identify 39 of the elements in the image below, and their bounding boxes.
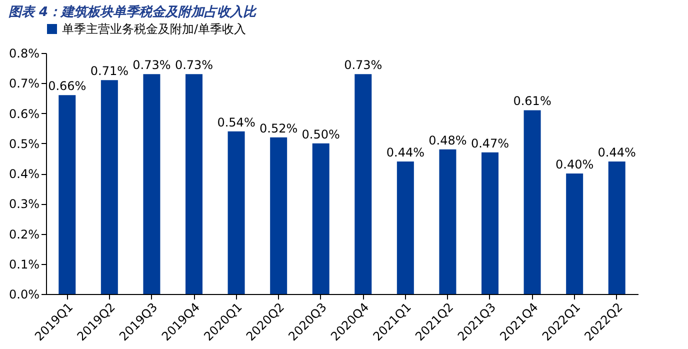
data-label: 0.66% bbox=[48, 79, 86, 94]
y-tick-label: 0.0% bbox=[9, 288, 40, 302]
bar bbox=[228, 131, 245, 294]
legend-label: 单季主营业务税金及附加/单季收入 bbox=[62, 22, 246, 36]
bar bbox=[482, 152, 498, 294]
data-label: 0.73% bbox=[344, 58, 382, 72]
bar bbox=[270, 137, 288, 294]
y-tick-label: 0.7% bbox=[9, 76, 40, 91]
data-label: 0.54% bbox=[217, 115, 256, 130]
bar bbox=[439, 149, 456, 294]
data-label: 0.50% bbox=[302, 127, 340, 142]
data-label: 0.44% bbox=[386, 145, 424, 160]
bar bbox=[312, 143, 330, 294]
data-label: 0.73% bbox=[132, 58, 171, 72]
bar bbox=[524, 110, 541, 294]
data-label: 0.73% bbox=[174, 58, 214, 72]
bar bbox=[566, 174, 584, 294]
y-tick-label: 0.1% bbox=[9, 257, 40, 272]
y-tick-label: 0.6% bbox=[9, 106, 40, 121]
data-label: 0.71% bbox=[90, 64, 128, 78]
data-label: 0.48% bbox=[428, 133, 467, 148]
data-label: 0.52% bbox=[260, 121, 298, 136]
bar bbox=[100, 80, 118, 294]
y-tick-label: 0.5% bbox=[9, 136, 40, 151]
chart-title: 图表 4：建筑板块单季税金及附加占收入比 bbox=[8, 4, 258, 20]
bar bbox=[58, 95, 76, 294]
y-tick-label: 0.8% bbox=[9, 46, 40, 60]
bar bbox=[396, 161, 414, 294]
y-tick-label: 0.2% bbox=[9, 227, 40, 242]
bar bbox=[608, 161, 626, 294]
y-tick-label: 0.4% bbox=[9, 167, 40, 181]
data-label: 0.61% bbox=[513, 94, 552, 108]
data-label: 0.44% bbox=[598, 145, 636, 160]
y-tick-label: 0.3% bbox=[9, 197, 40, 212]
data-label: 0.47% bbox=[470, 136, 510, 150]
data-label: 0.40% bbox=[556, 158, 594, 172]
bar bbox=[186, 74, 202, 294]
bar bbox=[354, 74, 372, 294]
bar bbox=[143, 74, 160, 294]
